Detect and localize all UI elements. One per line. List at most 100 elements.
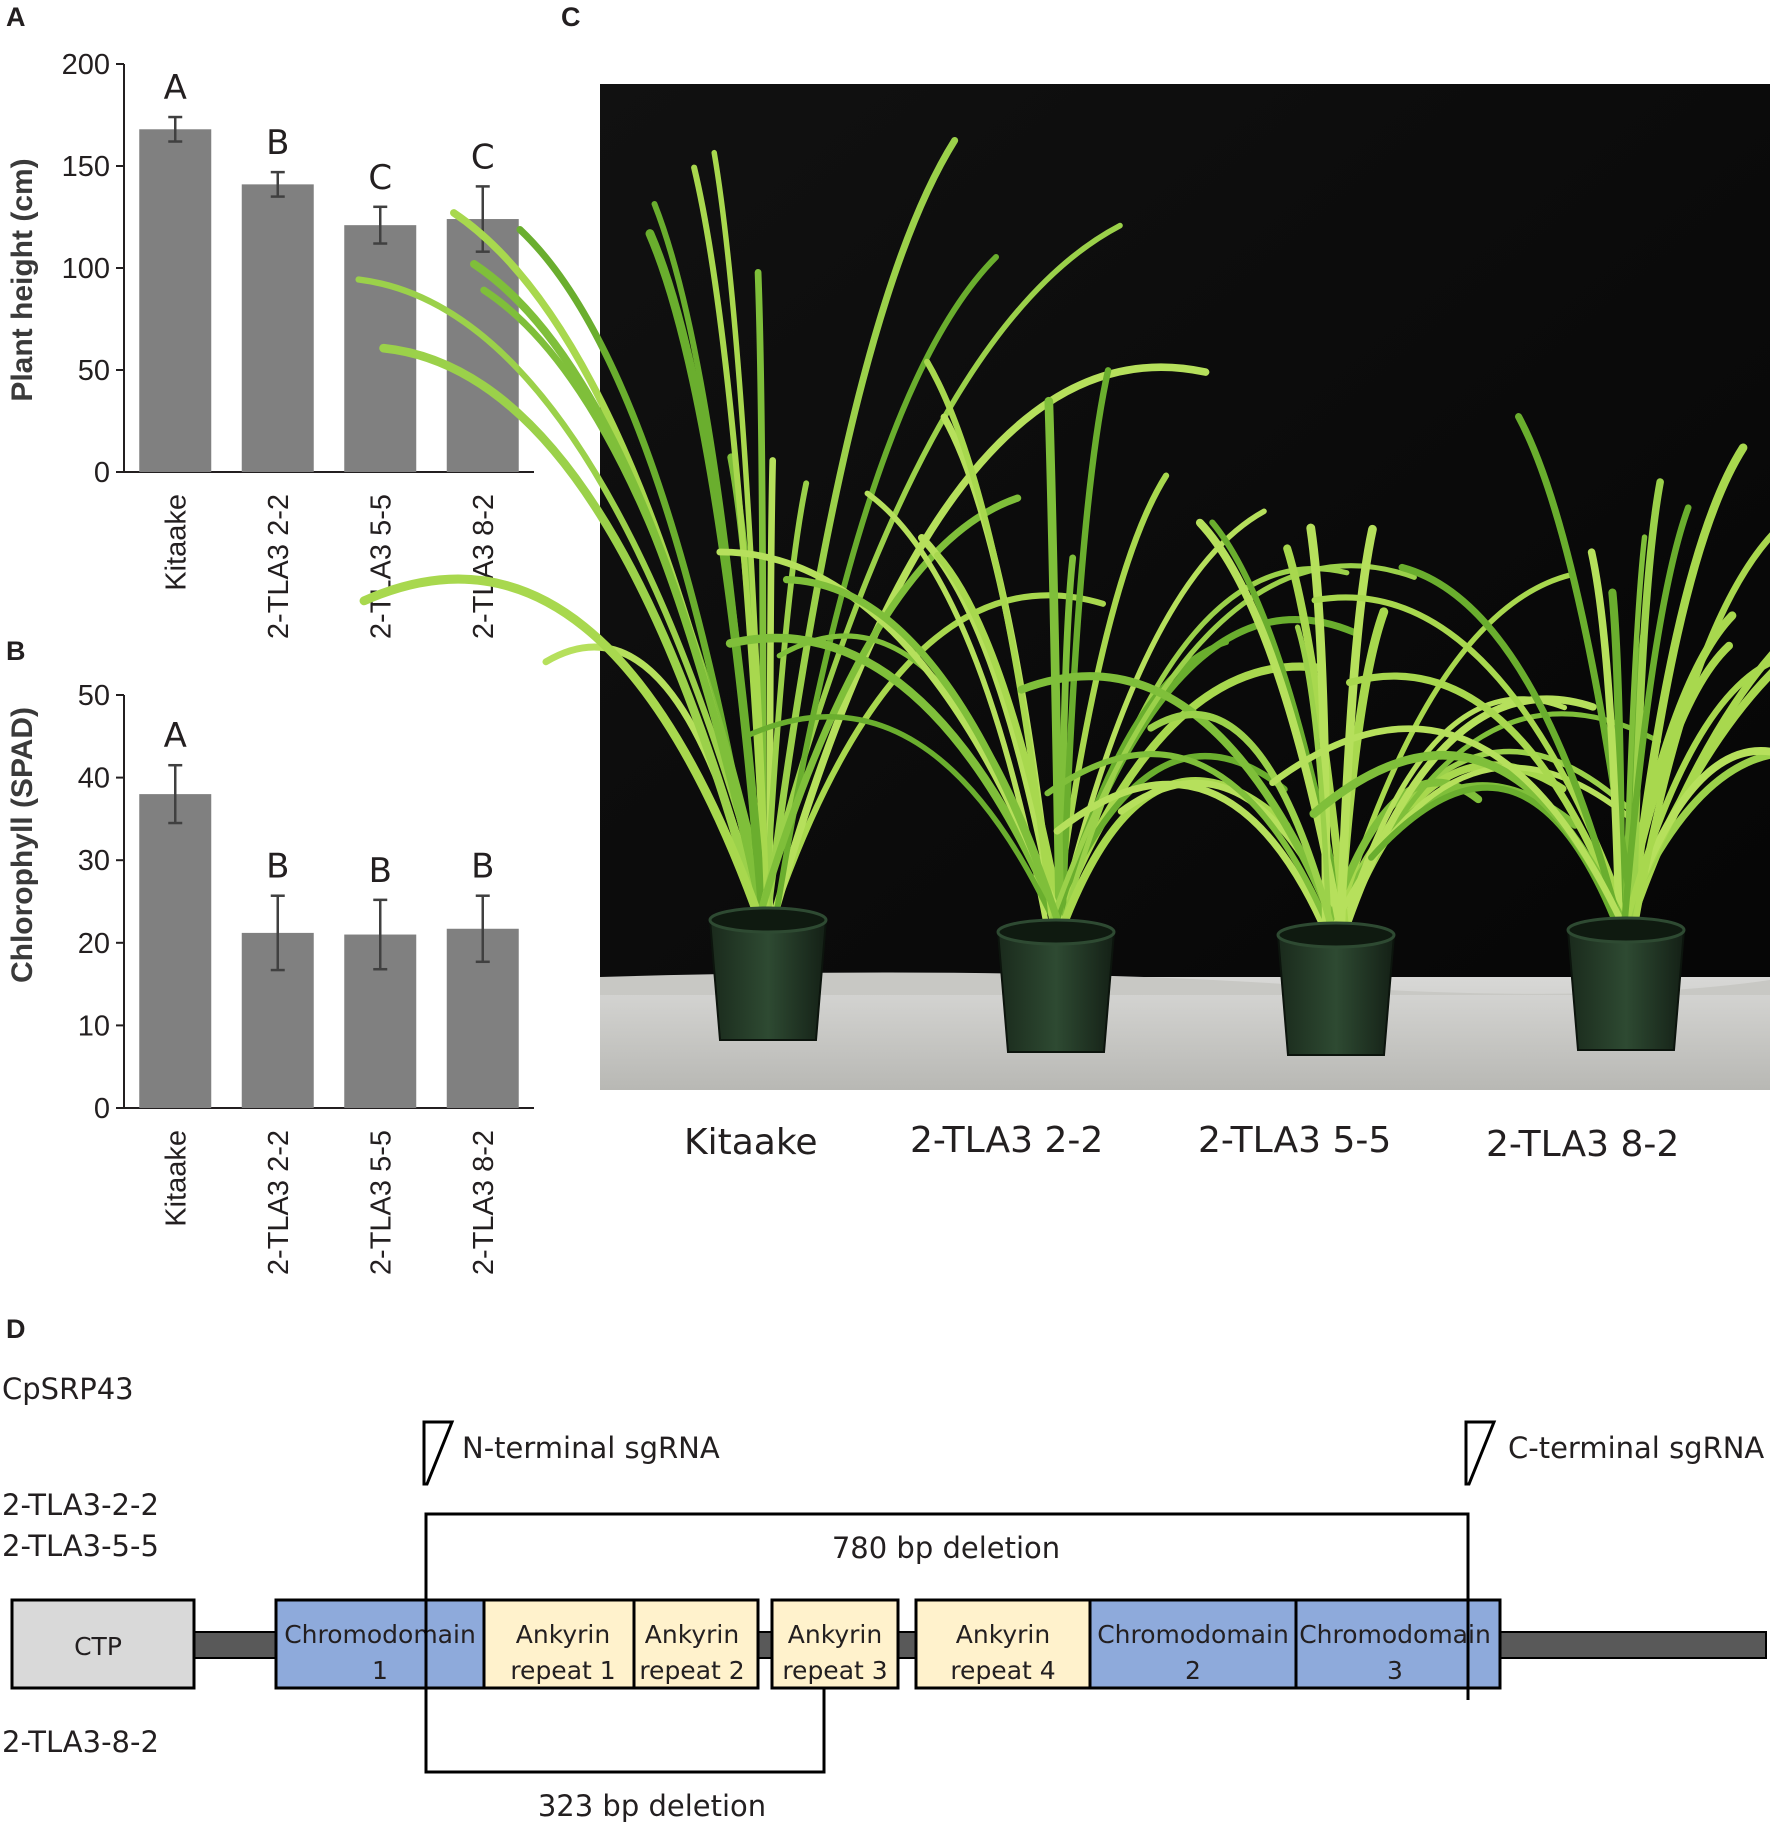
n-terminal-sgrna-label: N-terminal sgRNA [462, 1431, 720, 1465]
pot-rim [708, 906, 828, 934]
plant-pot [1276, 934, 1396, 1056]
photo-label-5-5: 2-TLA3 5-5 [1198, 1120, 1392, 1161]
ankyrin-3-label: Ankyrin [788, 1620, 882, 1649]
pot-rim [996, 918, 1116, 946]
significance-letter: C [368, 158, 392, 198]
y-axis-label: Plant height (cm) [6, 158, 39, 401]
deletion-780-bracket [424, 1512, 1470, 1700]
plant-pot [1566, 929, 1686, 1051]
chromodomain-3-number: 3 [1387, 1656, 1403, 1685]
rice-plant [1269, 413, 1770, 1051]
ankyrin-2-label: Ankyrin [645, 1620, 739, 1649]
ankyrin-repeat-3 [770, 1598, 900, 1690]
deletion-323-bracket [424, 1688, 826, 1774]
y-tick-label: 10 [78, 1010, 110, 1042]
ankyrin-2-sub: repeat 2 [639, 1656, 744, 1685]
y-tick-label: 20 [78, 928, 110, 960]
ankyrin-1-label: Ankyrin [516, 1620, 610, 1649]
ctp-label: CTP [74, 1632, 122, 1661]
panel-b-label: B [6, 636, 26, 666]
y-tick-label: 40 [78, 763, 110, 795]
deletion-780-label: 780 bp deletion [832, 1531, 1060, 1565]
chromodomain-3 [1294, 1598, 1502, 1690]
leaf [725, 633, 1069, 937]
chromodomain-1-number: 1 [372, 1656, 388, 1685]
ctp-domain [10, 1598, 196, 1690]
significance-letter: B [266, 847, 289, 887]
y-tick-label: 0 [94, 457, 110, 489]
panel-d-label: D [6, 1314, 26, 1344]
y-tick-label: 50 [78, 355, 110, 387]
y-tick-label: 30 [78, 845, 110, 877]
leaf [645, 229, 768, 925]
deletion-323-label: 323 bp deletion [538, 1789, 766, 1823]
photo-label-kitaake: Kitaake [684, 1122, 818, 1163]
photo-label-2-2: 2-TLA3 2-2 [910, 1120, 1104, 1161]
leaf [1053, 780, 1331, 939]
category-label: Kitaake [160, 494, 192, 591]
leaf [782, 575, 1066, 936]
c-terminal-sgrna-marker [1464, 1420, 1497, 1486]
leaf [1045, 563, 1417, 935]
category-label: 2-TLA3 2-2 [263, 1130, 295, 1275]
category-label: 2-TLA3 8-2 [468, 494, 500, 639]
significance-letter: C [471, 137, 495, 177]
chromodomain-3-label: Chromodomain [1299, 1620, 1491, 1649]
leaf [1346, 672, 1630, 934]
leaf [1147, 711, 1337, 939]
leaf [711, 149, 771, 923]
c-terminal-sgrna-label: C-terminal sgRNA [1508, 1431, 1764, 1465]
leaf [763, 137, 959, 924]
category-label: 2-TLA3 2-2 [263, 494, 295, 639]
plant-pot [996, 931, 1116, 1053]
significance-letter: B [266, 123, 289, 163]
chlorophyll-chart: Chlorophyll (SPAD) 0 10 20 30 40 50 A Kitaake B 2… [6, 680, 534, 1275]
chromodomain-1 [274, 1598, 486, 1690]
protein-backbone [189, 1631, 1767, 1659]
chromodomain-2-number: 2 [1185, 1656, 1201, 1685]
y-tick-label: 200 [62, 49, 110, 81]
leaf [762, 480, 810, 923]
leaf [1269, 725, 1629, 934]
ankyrin-repeat-1 [482, 1598, 636, 1690]
ankyrin-repeat-4 [914, 1598, 1092, 1690]
plant-photo [355, 84, 1770, 1090]
photo-label-8-2: 2-TLA3 8-2 [1486, 1124, 1680, 1165]
leaf [1626, 443, 1748, 935]
pot-rim [1566, 916, 1686, 944]
y-tick-label: 100 [62, 253, 110, 285]
leaf [1294, 624, 1332, 938]
leaf [1058, 566, 1350, 935]
leaf [1044, 751, 1336, 939]
panel-a-label: A [6, 2, 26, 32]
leaf [1620, 659, 1770, 934]
line-label-2-2: 2-TLA3-2-2 [2, 1488, 159, 1522]
ankyrin-3-sub: repeat 3 [782, 1656, 887, 1685]
chromodomain-1-label: Chromodomain [284, 1620, 476, 1649]
y-axis-label: Chlorophyll (SPAD) [6, 707, 39, 983]
leaf [379, 343, 764, 925]
bar [241, 184, 314, 473]
chromodomain-2 [1088, 1598, 1298, 1690]
category-label: 2-TLA3 8-2 [468, 1130, 500, 1275]
ankyrin-repeat-2 [632, 1598, 760, 1690]
ankyrin-4-label: Ankyrin [956, 1620, 1050, 1649]
leaf [772, 254, 1000, 923]
leaf [355, 276, 773, 924]
leaf [924, 358, 1057, 936]
pot-rim [1276, 921, 1396, 949]
protein-name: CpSRP43 [2, 1372, 134, 1406]
rice-plant [355, 137, 1210, 1041]
leaf [1327, 764, 1646, 938]
significance-letter: B [471, 847, 494, 887]
line-label-5-5: 2-TLA3-5-5 [2, 1529, 159, 1563]
leaf [769, 363, 1210, 924]
leaf [359, 574, 765, 925]
leaf [754, 494, 1022, 924]
y-tick-label: 0 [94, 1093, 110, 1125]
n-terminal-sgrna-marker [422, 1420, 455, 1486]
bar [139, 129, 212, 472]
leaf [1620, 504, 1692, 934]
significance-letter: A [164, 68, 187, 108]
category-label: 2-TLA3 5-5 [365, 494, 397, 639]
